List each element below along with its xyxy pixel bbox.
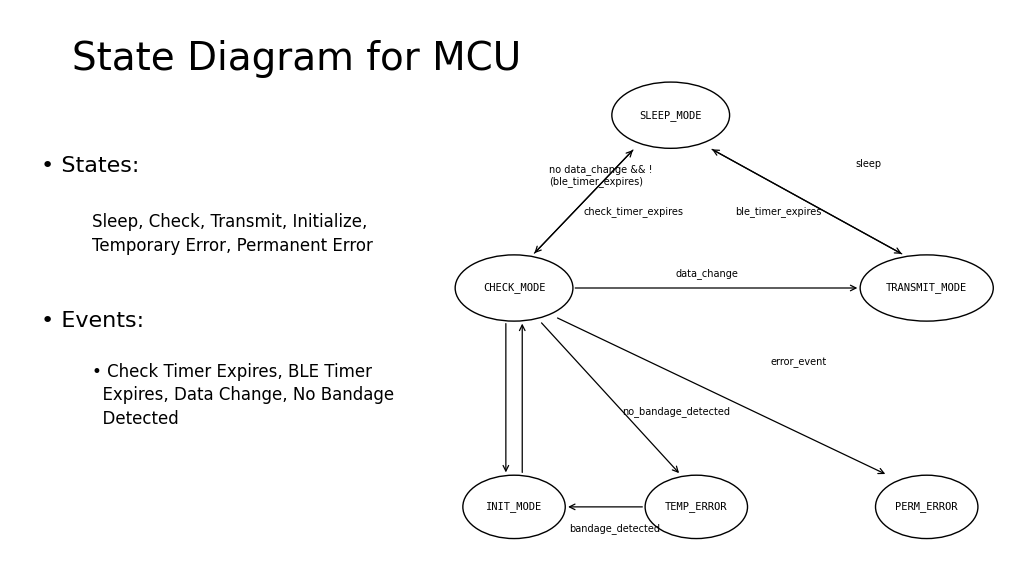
Text: no data_change && !
(ble_timer_expires): no data_change && ! (ble_timer_expires) bbox=[549, 164, 652, 187]
Text: PERM_ERROR: PERM_ERROR bbox=[895, 502, 958, 512]
Text: • Events:: • Events: bbox=[41, 311, 144, 331]
Ellipse shape bbox=[455, 255, 573, 321]
Text: INIT_MODE: INIT_MODE bbox=[486, 502, 542, 512]
Text: • States:: • States: bbox=[41, 156, 139, 176]
Text: error_event: error_event bbox=[770, 358, 826, 368]
Text: sleep: sleep bbox=[855, 159, 882, 169]
Ellipse shape bbox=[463, 475, 565, 539]
Text: SLEEP_MODE: SLEEP_MODE bbox=[639, 110, 702, 120]
Ellipse shape bbox=[645, 475, 748, 539]
Text: Sleep, Check, Transmit, Initialize,
Temporary Error, Permanent Error: Sleep, Check, Transmit, Initialize, Temp… bbox=[92, 213, 373, 255]
Text: no_bandage_detected: no_bandage_detected bbox=[623, 407, 730, 417]
Text: check_timer_expires: check_timer_expires bbox=[584, 206, 684, 217]
Text: TRANSMIT_MODE: TRANSMIT_MODE bbox=[886, 283, 968, 293]
Text: bandage_detected: bandage_detected bbox=[569, 523, 659, 533]
Text: CHECK_MODE: CHECK_MODE bbox=[482, 283, 546, 293]
Ellipse shape bbox=[876, 475, 978, 539]
Text: State Diagram for MCU: State Diagram for MCU bbox=[72, 40, 521, 78]
Text: TEMP_ERROR: TEMP_ERROR bbox=[665, 502, 728, 512]
Text: • Check Timer Expires, BLE Timer
  Expires, Data Change, No Bandage
  Detected: • Check Timer Expires, BLE Timer Expires… bbox=[92, 363, 394, 428]
Ellipse shape bbox=[860, 255, 993, 321]
Text: data_change: data_change bbox=[675, 268, 738, 279]
Text: ble_timer_expires: ble_timer_expires bbox=[735, 206, 821, 217]
Ellipse shape bbox=[612, 82, 729, 149]
